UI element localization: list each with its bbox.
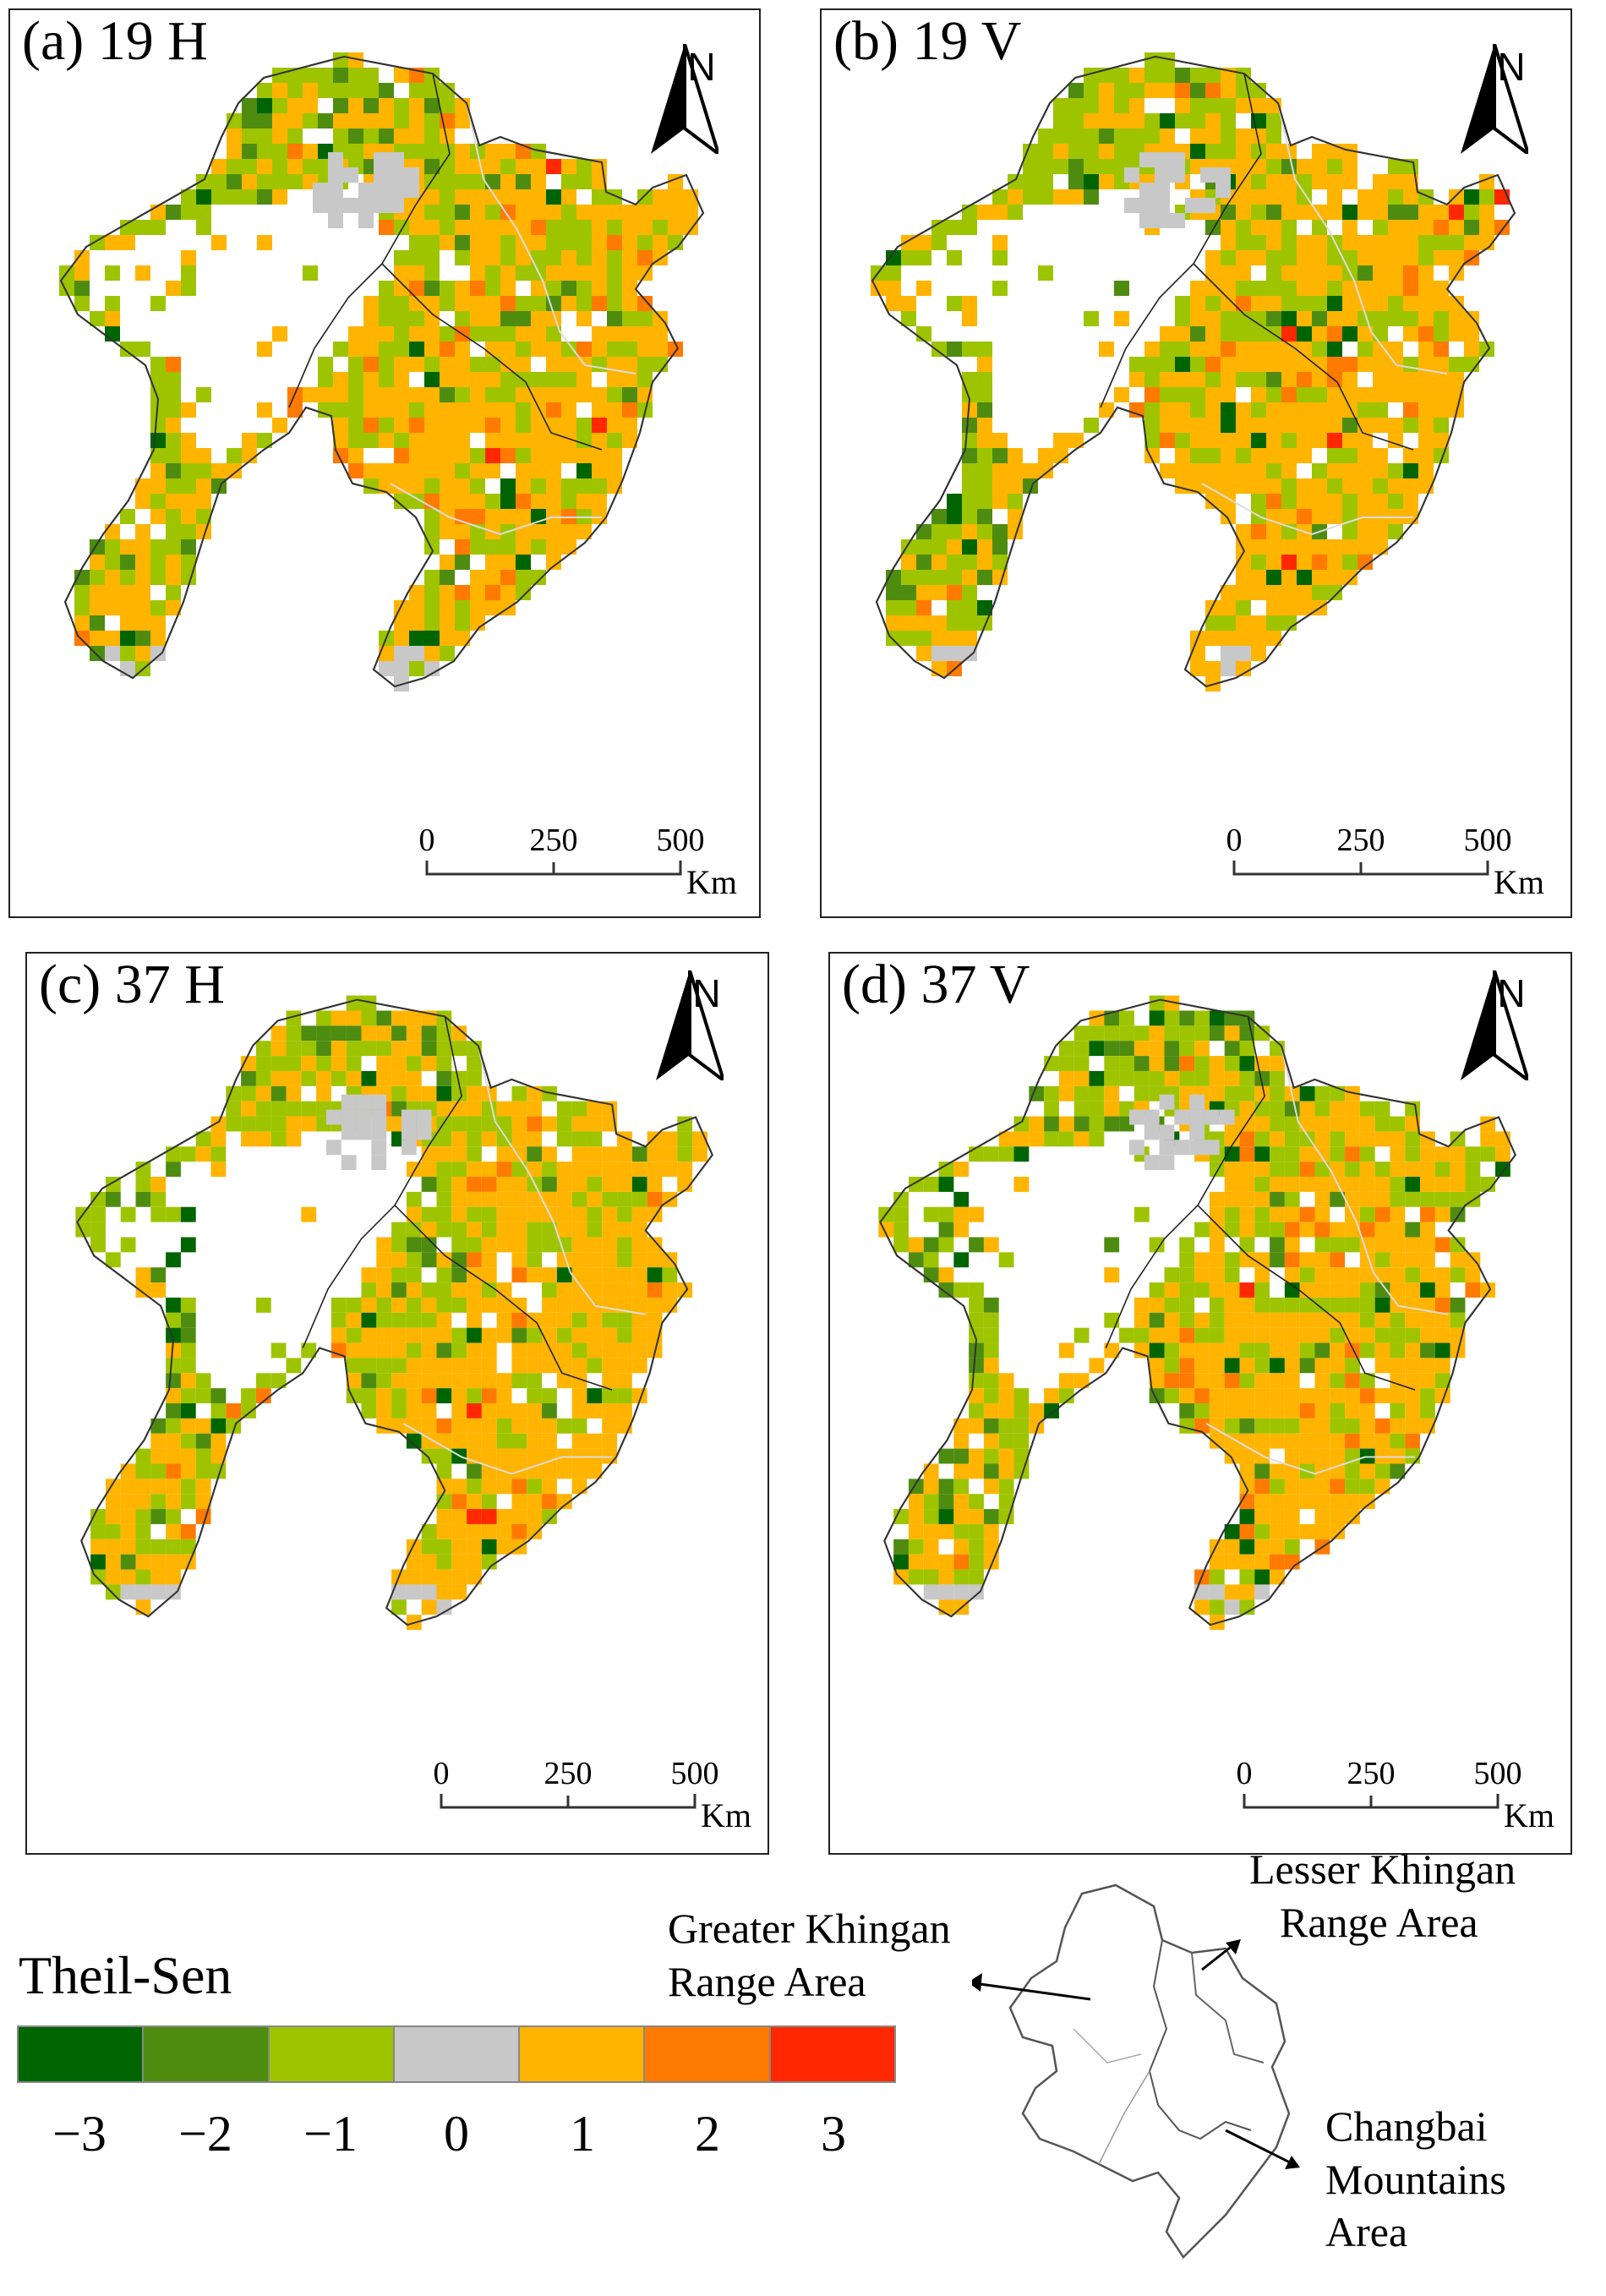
map-panel-a: (a) 19 H (8, 8, 761, 918)
trend-map-d (878, 995, 1516, 1631)
trend-map-c (75, 995, 713, 1631)
north-arrow-icon (656, 970, 727, 1085)
north-arrow-c: N (656, 970, 757, 1140)
trend-map-a (59, 52, 705, 692)
legend-swatch (770, 2027, 894, 2081)
legend-swatch (645, 2027, 771, 2081)
scale-tick: 500 (656, 823, 705, 858)
scale-tick: 0 (433, 1756, 450, 1791)
legend-label: 0 (444, 2106, 469, 2162)
scale-tick: 250 (544, 1756, 593, 1791)
label-greater-khingan: Greater Khingan Range Area (668, 1905, 951, 2005)
scale-unit: Km (686, 863, 737, 901)
scale-unit: Km (701, 1796, 751, 1834)
north-arrow-icon (1461, 43, 1532, 159)
scale-bar-b: 0 250 500 Km (1226, 823, 1545, 921)
north-arrow-icon (651, 43, 722, 159)
label-lesser-khingan: Lesser Khingan Range Area (1249, 1845, 1516, 1946)
legend-color-bar (17, 2025, 896, 2083)
north-label: N (692, 971, 721, 1015)
north-label: N (687, 45, 716, 89)
scale-tick: 250 (1336, 823, 1385, 858)
scale-tick: 500 (1463, 823, 1512, 858)
legend-swatch (269, 2027, 395, 2081)
legend-label: 1 (570, 2106, 595, 2162)
north-arrow-b: N (1461, 43, 1562, 213)
scale-unit: Km (1504, 1796, 1554, 1834)
north-arrow-icon (1461, 970, 1532, 1085)
legend-swatch (19, 2027, 145, 2081)
legend-labels: −3 −2 −1 0 1 2 3 (17, 2105, 896, 2173)
scale-bar-d: 0 250 500 Km (1237, 1756, 1555, 1855)
scale-tick: 0 (1236, 1756, 1253, 1791)
legend-label: −2 (178, 2106, 232, 2162)
scale-tick: 250 (529, 823, 578, 858)
scale-unit: Km (1494, 863, 1544, 901)
scale-tick: 500 (670, 1756, 719, 1791)
scale-bar-a: 0 250 500 Km (419, 823, 738, 921)
legend-label: −3 (52, 2106, 107, 2162)
north-arrow-a: N (651, 43, 752, 213)
map-panel-b: (b) 19 V (820, 8, 1572, 918)
legend-title: Theil-Sen (19, 1945, 232, 2005)
scale-tick: 0 (418, 823, 435, 858)
legend-label: −1 (303, 2106, 358, 2162)
north-arrow-d: N (1461, 970, 1562, 1140)
map-panel-d: (d) 37 V (828, 952, 1572, 1855)
scale-tick: 0 (1226, 823, 1243, 858)
scale-tick: 250 (1347, 1756, 1396, 1791)
legend-label: 3 (821, 2106, 846, 2162)
region-inset-map (972, 1883, 1300, 2259)
trend-map-b (871, 52, 1516, 692)
legend-label: 2 (695, 2106, 720, 2162)
legend-swatch (520, 2027, 646, 2081)
label-changbai: Changbai Mountains Area (1325, 2102, 1506, 2255)
scale-tick: 500 (1473, 1756, 1522, 1791)
legend-swatch (394, 2027, 521, 2081)
panel-title-d: (d) 37 V (842, 954, 1030, 1015)
legend-swatch (144, 2027, 270, 2081)
panel-title-a: (a) 19 H (22, 10, 208, 72)
north-label: N (1497, 45, 1526, 89)
scale-bar-c: 0 250 500 Km (434, 1756, 752, 1855)
map-panel-c: (c) 37 H (25, 952, 769, 1855)
panel-title-b: (b) 19 V (833, 10, 1022, 72)
north-label: N (1497, 971, 1526, 1015)
panel-title-c: (c) 37 H (39, 954, 225, 1015)
